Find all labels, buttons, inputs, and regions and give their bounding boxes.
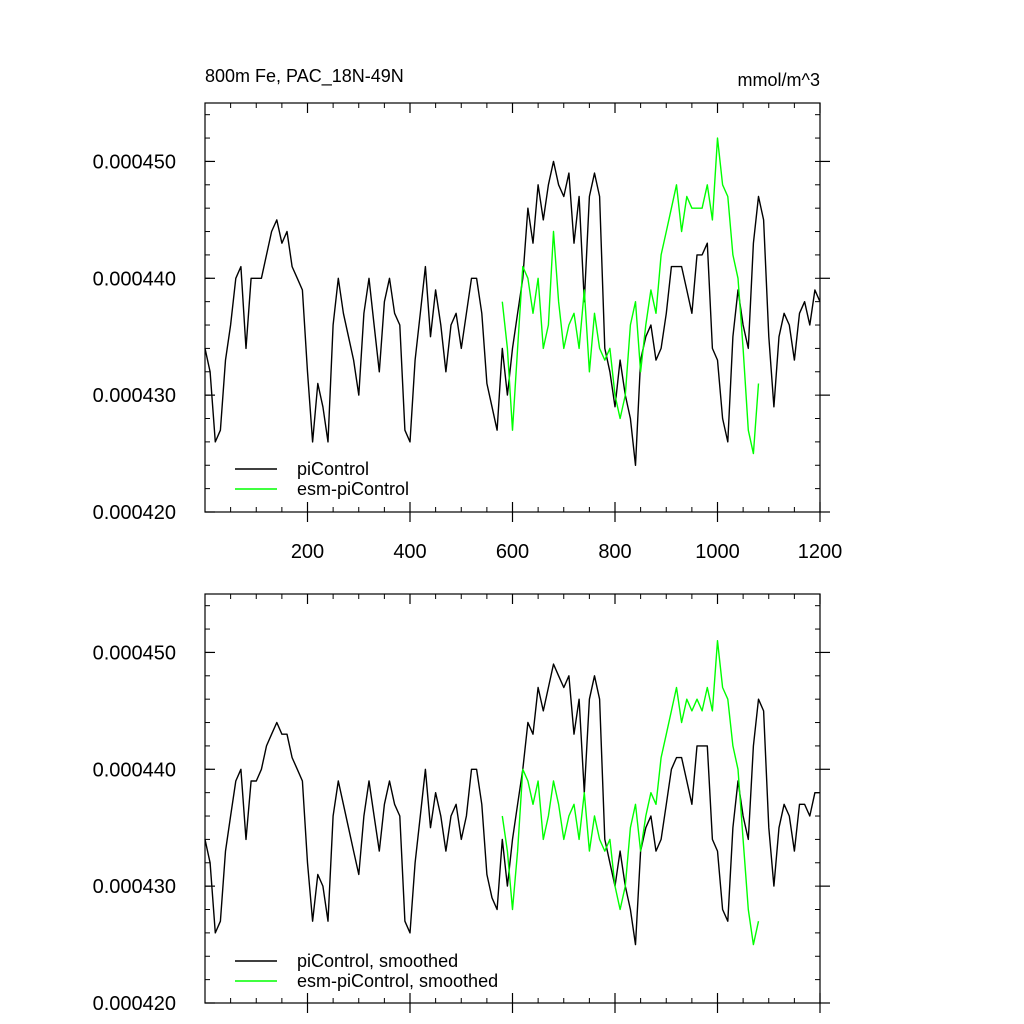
chart-panel-bottom: 0.000420 0.000430 0.000440 0.000450 piContr… — [93, 593, 830, 1015]
series-line-1 — [501, 640, 760, 946]
x-tick-label: 1000 — [695, 541, 740, 563]
series-line-1 — [501, 137, 760, 455]
x-tick-label: 1200 — [798, 541, 843, 563]
units-label: mmol/m^3 — [738, 70, 820, 90]
x-tick-label: 800 — [598, 541, 631, 563]
series-line-0 — [204, 663, 820, 946]
legend-label: esm-piControl — [297, 479, 409, 499]
legend-label: piControl — [297, 459, 369, 479]
y-tick-label: 0.000420 — [93, 993, 176, 1015]
y-tick-label: 0.000440 — [93, 268, 176, 290]
x-tick-label: 600 — [496, 541, 529, 563]
y-tick-label: 0.000430 — [93, 385, 176, 407]
legend-label: esm-piControl, smoothed — [297, 971, 498, 991]
legend-label: piControl, smoothed — [297, 951, 458, 971]
chart-title: 800m Fe, PAC_18N-49N — [205, 66, 404, 87]
y-tick-label: 0.000420 — [93, 502, 176, 524]
chart-panel-top: 800m Fe, PAC_18N-49N mmol/m^3 0.000420 0.… — [93, 66, 843, 563]
y-tick-label: 0.000430 — [93, 876, 176, 898]
plot-frame — [204, 593, 821, 1004]
plot-frame — [204, 102, 821, 513]
series-line-0 — [204, 160, 821, 466]
y-tick-label: 0.000450 — [93, 642, 176, 664]
y-tick-label: 0.000450 — [93, 151, 176, 173]
x-tick-label: 400 — [393, 541, 426, 563]
x-tick-label: 200 — [291, 541, 324, 563]
y-tick-label: 0.000440 — [93, 759, 176, 781]
